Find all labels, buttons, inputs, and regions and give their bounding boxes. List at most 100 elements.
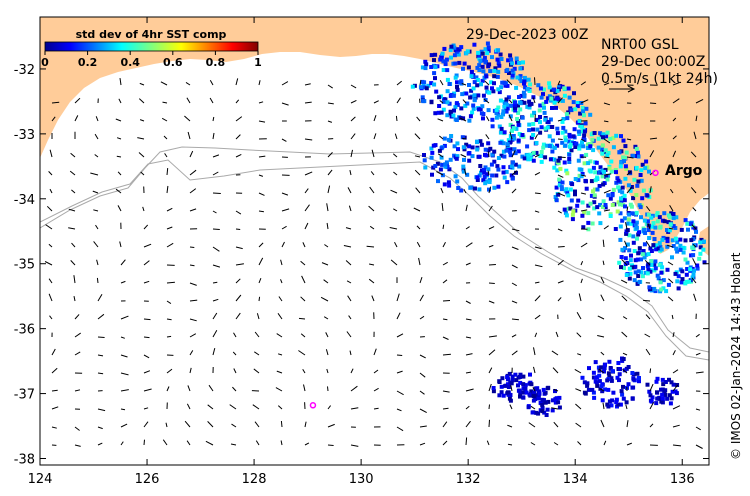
sst-cell <box>581 109 586 114</box>
sst-cell <box>518 74 523 79</box>
sst-cell <box>511 160 515 165</box>
current-arrow <box>488 300 495 304</box>
sst-cell <box>556 158 561 163</box>
current-arrow <box>553 388 559 392</box>
current-arrow <box>235 263 244 266</box>
sst-cell <box>691 253 696 258</box>
current-arrow <box>48 293 53 302</box>
sst-cell <box>526 153 531 158</box>
sst-cell <box>513 108 518 113</box>
sst-cell <box>657 215 662 220</box>
current-arrow <box>415 187 421 194</box>
sst-cell <box>567 152 572 157</box>
sst-cell <box>678 243 683 248</box>
current-arrow <box>488 186 492 194</box>
sst-cell <box>522 75 527 80</box>
sst-cell <box>607 374 612 379</box>
sst-cell <box>487 90 492 95</box>
current-arrow <box>690 187 697 194</box>
sst-cell <box>496 105 501 110</box>
current-arrow <box>575 403 582 410</box>
sst-cell <box>472 93 477 98</box>
current-arrow <box>395 115 398 122</box>
sst-cell <box>556 192 561 197</box>
colorbar: std dev of 4hr SST comp 0 0.2 0.4 0.6 0.8 1 <box>41 28 262 69</box>
sst-cell <box>422 158 427 163</box>
current-arrow <box>644 259 651 266</box>
current-arrow <box>488 383 492 392</box>
current-arrow <box>327 444 334 446</box>
sst-cell <box>484 153 489 158</box>
current-arrow <box>626 138 632 141</box>
sst-cell <box>483 181 488 186</box>
colorbar-tick-label: 0 <box>41 56 49 69</box>
sst-cell <box>701 247 706 252</box>
sst-cell <box>550 149 555 154</box>
sst-cell <box>528 372 532 377</box>
current-arrow <box>580 261 584 266</box>
current-arrow <box>48 171 53 176</box>
current-arrow <box>671 314 674 320</box>
current-arrow <box>119 241 122 248</box>
current-arrow <box>530 442 536 446</box>
current-arrow <box>189 367 192 374</box>
current-arrow <box>551 407 559 410</box>
current-arrow <box>373 100 379 104</box>
sst-cell <box>571 141 576 146</box>
sst-cell <box>535 127 540 132</box>
sst-cell <box>440 51 445 56</box>
current-arrow <box>442 300 451 302</box>
sst-cell <box>516 149 521 154</box>
current-arrow <box>258 242 264 248</box>
sst-cell <box>650 395 655 400</box>
sst-cell <box>470 154 475 159</box>
current-arrow <box>304 222 309 230</box>
sst-cell <box>438 57 443 62</box>
sst-cell <box>634 225 639 230</box>
current-arrow <box>280 259 283 266</box>
sst-cell <box>543 126 548 131</box>
current-arrow <box>534 171 541 176</box>
current-arrow <box>553 442 559 446</box>
current-arrow <box>298 317 306 320</box>
sst-cell <box>556 400 561 405</box>
current-arrow <box>164 153 168 158</box>
current-arrow <box>603 102 611 106</box>
sst-cell <box>445 68 450 73</box>
sst-cell <box>557 395 562 400</box>
current-arrow <box>645 348 651 356</box>
current-arrow <box>138 152 145 158</box>
sst-cell <box>628 271 633 276</box>
current-arrow <box>189 246 195 248</box>
current-arrow <box>511 150 516 158</box>
current-arrow <box>120 336 125 339</box>
sst-cell <box>659 287 664 292</box>
sst-cell <box>538 120 542 125</box>
sst-cell <box>482 170 487 175</box>
sst-cell <box>562 93 567 98</box>
current-arrow <box>343 245 352 248</box>
current-arrow <box>672 350 676 356</box>
current-arrow <box>600 419 605 428</box>
sst-cell <box>565 116 570 121</box>
current-arrow <box>143 318 151 321</box>
sst-cell <box>588 159 593 164</box>
sst-cell <box>598 165 603 170</box>
current-arrow <box>119 78 122 86</box>
sst-cell <box>566 86 571 91</box>
current-arrow <box>600 351 605 356</box>
sst-cell <box>460 92 465 97</box>
current-arrow <box>438 135 444 140</box>
sst-cell <box>451 43 456 48</box>
sst-cell <box>521 395 526 400</box>
sst-cell <box>433 164 438 168</box>
sst-cell <box>552 165 557 170</box>
current-arrow <box>235 78 239 86</box>
current-arrow <box>143 421 149 428</box>
sst-cell <box>486 48 491 53</box>
current-arrow <box>580 192 587 195</box>
sst-cell <box>511 134 516 138</box>
current-arrow <box>695 352 701 356</box>
sst-cell <box>594 160 599 165</box>
current-arrow <box>369 225 375 230</box>
